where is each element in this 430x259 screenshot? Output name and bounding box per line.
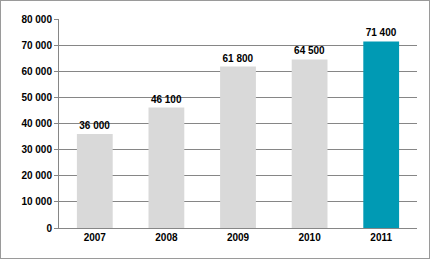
svg-text:10 000: 10 000	[21, 196, 52, 207]
svg-text:36 000: 36 000	[79, 120, 110, 131]
svg-text:60 000: 60 000	[21, 66, 52, 77]
svg-text:0: 0	[46, 223, 52, 234]
svg-text:2007: 2007	[84, 232, 107, 243]
svg-text:2008: 2008	[155, 232, 178, 243]
svg-text:20 000: 20 000	[21, 170, 52, 181]
svg-text:61 800: 61 800	[222, 53, 253, 64]
svg-text:2011: 2011	[370, 232, 392, 243]
svg-text:80 000: 80 000	[21, 14, 52, 25]
svg-text:70 000: 70 000	[21, 40, 52, 51]
svg-text:40 000: 40 000	[21, 118, 52, 129]
svg-text:2009: 2009	[227, 232, 250, 243]
svg-text:2010: 2010	[298, 232, 321, 243]
svg-text:64 500: 64 500	[294, 45, 325, 56]
svg-text:71 400: 71 400	[366, 27, 397, 38]
svg-text:30 000: 30 000	[21, 144, 52, 155]
svg-text:50 000: 50 000	[21, 92, 52, 103]
svg-text:46 100: 46 100	[151, 94, 182, 105]
